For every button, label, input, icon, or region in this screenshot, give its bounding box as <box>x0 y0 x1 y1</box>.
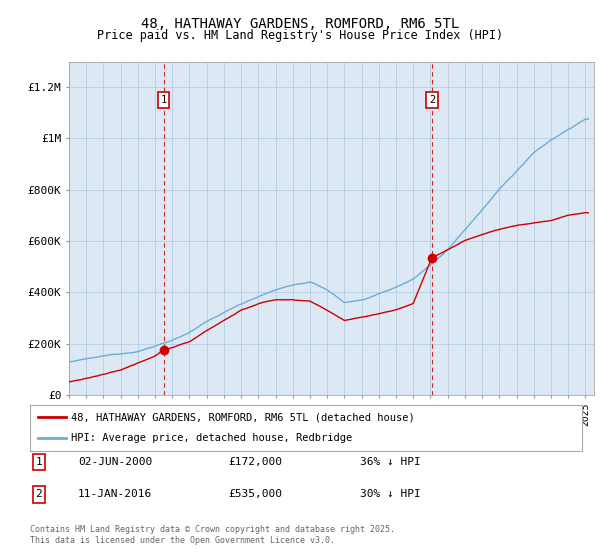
Text: 2: 2 <box>429 95 435 105</box>
Text: HPI: Average price, detached house, Redbridge: HPI: Average price, detached house, Redb… <box>71 433 353 444</box>
Text: Contains HM Land Registry data © Crown copyright and database right 2025.
This d: Contains HM Land Registry data © Crown c… <box>30 525 395 545</box>
Text: 1: 1 <box>35 457 43 467</box>
Text: £535,000: £535,000 <box>228 489 282 500</box>
Text: 02-JUN-2000: 02-JUN-2000 <box>78 457 152 467</box>
Text: 36% ↓ HPI: 36% ↓ HPI <box>360 457 421 467</box>
Text: £172,000: £172,000 <box>228 457 282 467</box>
Text: 30% ↓ HPI: 30% ↓ HPI <box>360 489 421 500</box>
Text: 48, HATHAWAY GARDENS, ROMFORD, RM6 5TL (detached house): 48, HATHAWAY GARDENS, ROMFORD, RM6 5TL (… <box>71 412 415 422</box>
Text: 48, HATHAWAY GARDENS, ROMFORD, RM6 5TL: 48, HATHAWAY GARDENS, ROMFORD, RM6 5TL <box>141 17 459 31</box>
Text: 11-JAN-2016: 11-JAN-2016 <box>78 489 152 500</box>
Text: 1: 1 <box>161 95 167 105</box>
Text: Price paid vs. HM Land Registry's House Price Index (HPI): Price paid vs. HM Land Registry's House … <box>97 29 503 42</box>
Text: 2: 2 <box>35 489 43 500</box>
